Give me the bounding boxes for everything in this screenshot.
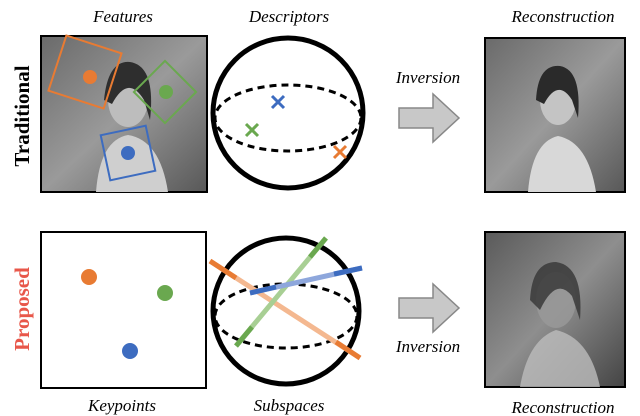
keypoints-panel [40, 231, 207, 389]
caption: Descriptors [248, 7, 330, 26]
subspace-sphere [208, 235, 363, 387]
reconstruction-image [484, 231, 626, 388]
caption: Features [92, 7, 153, 26]
row-label: Traditional [10, 65, 34, 166]
caption: Keypoints [87, 396, 156, 415]
arrow [398, 282, 461, 334]
row-label: Proposed [10, 267, 34, 351]
arrow-label: Inversion [395, 337, 460, 356]
features-image [40, 34, 208, 193]
arrow [398, 92, 461, 144]
arrow-label: Inversion [395, 68, 460, 87]
descriptor-sphere [210, 35, 366, 191]
caption: Reconstruction [511, 7, 615, 26]
caption: Reconstruction [511, 398, 615, 416]
caption: Subspaces [254, 396, 325, 415]
reconstruction-image [484, 37, 626, 193]
